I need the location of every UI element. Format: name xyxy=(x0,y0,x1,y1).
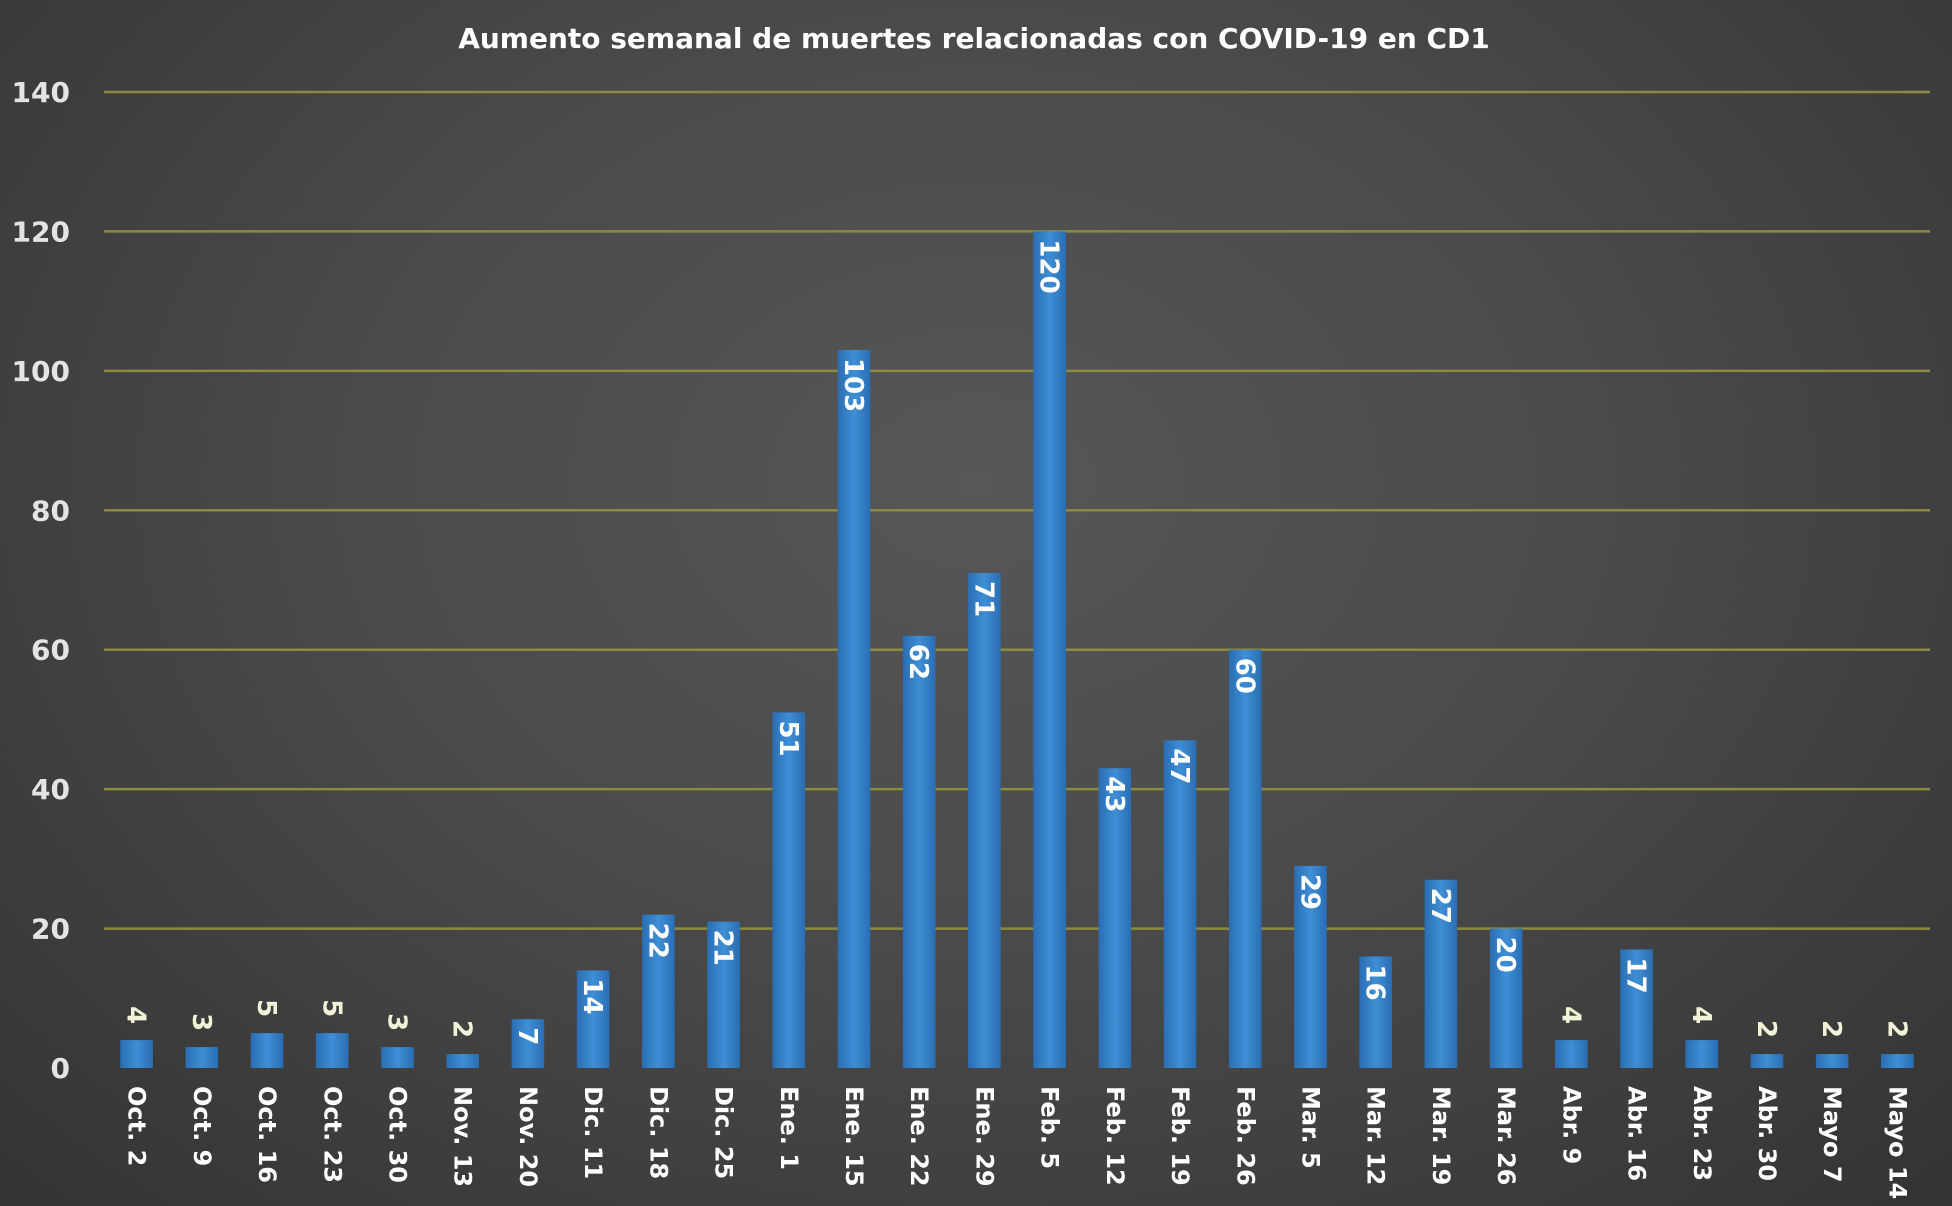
data-label: 51 xyxy=(773,720,803,756)
bar xyxy=(1359,956,1392,1068)
x-tick-label: Feb. 26 xyxy=(1231,1086,1259,1186)
bar xyxy=(1163,740,1197,1068)
bar xyxy=(1815,1054,1849,1068)
y-tick-label: 80 xyxy=(31,494,70,527)
x-axis-ticks: Oct. 2 Oct. 9 Oct. 16 Oct. 23 Oct. 30 Nov. 13… xyxy=(123,1086,1912,1199)
data-label: 120 xyxy=(1034,239,1064,293)
bar xyxy=(1424,879,1458,1068)
bar xyxy=(902,635,936,1068)
x-tick-label: Feb. 12 xyxy=(1101,1086,1129,1186)
bar xyxy=(185,1047,219,1068)
bar xyxy=(837,349,871,1068)
chart-title: Aumento semanal de muertes relacionadas … xyxy=(458,22,1490,55)
data-label: 14 xyxy=(577,978,607,1014)
x-tick-label: Feb. 19 xyxy=(1166,1086,1194,1186)
x-tick-label: Oct. 30 xyxy=(383,1086,411,1183)
bar xyxy=(1685,1040,1719,1068)
x-tick-label: Oct. 16 xyxy=(253,1086,281,1183)
data-label: 103 xyxy=(838,358,868,412)
data-label: 21 xyxy=(708,930,738,966)
bar xyxy=(642,914,675,1068)
data-label: 2 xyxy=(1881,1020,1911,1038)
data-label: 71 xyxy=(968,581,998,617)
data-label: 5 xyxy=(316,999,346,1017)
bar xyxy=(707,921,740,1068)
bar xyxy=(1881,1054,1914,1068)
data-label: 47 xyxy=(1164,748,1194,784)
x-tick-label: Abr. 9 xyxy=(1557,1086,1585,1164)
data-label: 60 xyxy=(1229,658,1259,694)
bar xyxy=(511,1019,545,1068)
x-tick-label: Abr. 30 xyxy=(1753,1086,1781,1181)
data-label: 5 xyxy=(251,999,281,1017)
x-tick-label: Mar. 12 xyxy=(1362,1086,1390,1185)
y-tick-label: 60 xyxy=(31,634,70,667)
y-tick-label: 120 xyxy=(12,215,70,248)
bar xyxy=(772,712,806,1068)
data-label: 7 xyxy=(512,1027,542,1045)
bar xyxy=(1033,231,1066,1068)
x-tick-label: Dic. 25 xyxy=(710,1086,738,1179)
x-tick-label: Oct. 9 xyxy=(188,1086,216,1166)
gridlines xyxy=(104,90,1930,930)
data-label: 3 xyxy=(186,1013,216,1031)
bar xyxy=(1750,1054,1784,1068)
bar xyxy=(120,1040,153,1068)
data-label: 4 xyxy=(1555,1006,1585,1024)
data-label: 2 xyxy=(447,1020,477,1038)
y-axis-ticks: 0 20 40 60 80 100 120 140 xyxy=(12,76,70,1085)
data-label: 27 xyxy=(1425,888,1455,924)
bar xyxy=(315,1033,349,1068)
x-tick-label: Dic. 11 xyxy=(579,1086,607,1179)
x-tick-label: Feb. 5 xyxy=(1036,1086,1064,1169)
bar xyxy=(1489,928,1523,1068)
bar xyxy=(1555,1040,1588,1068)
bar xyxy=(446,1054,479,1068)
data-label: 4 xyxy=(121,1006,151,1024)
bar xyxy=(1228,649,1262,1068)
x-tick-label: Mar. 19 xyxy=(1427,1086,1455,1185)
x-tick-label: Nov. 20 xyxy=(514,1086,542,1187)
bar xyxy=(250,1033,284,1068)
y-tick-label: 40 xyxy=(31,773,70,806)
bar xyxy=(1294,865,1327,1068)
y-tick-label: 20 xyxy=(31,913,70,946)
x-tick-label: Oct. 23 xyxy=(318,1086,346,1183)
data-label: 43 xyxy=(1099,776,1129,812)
x-tick-label: Oct. 2 xyxy=(123,1086,151,1166)
data-label: 20 xyxy=(1490,937,1520,973)
x-tick-label: Ene. 1 xyxy=(775,1086,803,1170)
data-label: 3 xyxy=(381,1013,411,1031)
bar xyxy=(1098,768,1132,1068)
y-tick-label: 100 xyxy=(12,355,70,388)
x-tick-label: Ene. 29 xyxy=(970,1086,998,1187)
y-tick-label: 0 xyxy=(51,1052,70,1085)
data-label: 2 xyxy=(1751,1020,1781,1038)
data-label: 2 xyxy=(1816,1020,1846,1038)
bar xyxy=(576,970,610,1068)
x-tick-label: Mar. 5 xyxy=(1296,1086,1324,1169)
bar xyxy=(381,1047,414,1068)
x-tick-label: Ene. 15 xyxy=(840,1086,868,1187)
x-tick-label: Ene. 22 xyxy=(905,1086,933,1187)
x-tick-label: Mayo 7 xyxy=(1818,1086,1846,1183)
x-tick-label: Mar. 26 xyxy=(1492,1086,1520,1185)
y-tick-label: 140 xyxy=(12,76,70,109)
bar xyxy=(968,573,1001,1068)
x-tick-label: Nov. 13 xyxy=(449,1086,477,1187)
data-label: 17 xyxy=(1621,957,1651,993)
x-tick-label: Abr. 23 xyxy=(1688,1086,1716,1181)
x-tick-label: Mayo 14 xyxy=(1883,1086,1911,1199)
data-label: 29 xyxy=(1294,874,1324,910)
data-label: 16 xyxy=(1360,964,1390,1000)
data-label: 62 xyxy=(903,644,933,680)
bars xyxy=(120,231,1914,1068)
data-label: 4 xyxy=(1686,1006,1716,1024)
data-label: 22 xyxy=(642,923,672,959)
bar xyxy=(1620,949,1653,1068)
x-tick-label: Abr. 16 xyxy=(1623,1086,1651,1181)
x-tick-label: Dic. 18 xyxy=(644,1086,672,1179)
